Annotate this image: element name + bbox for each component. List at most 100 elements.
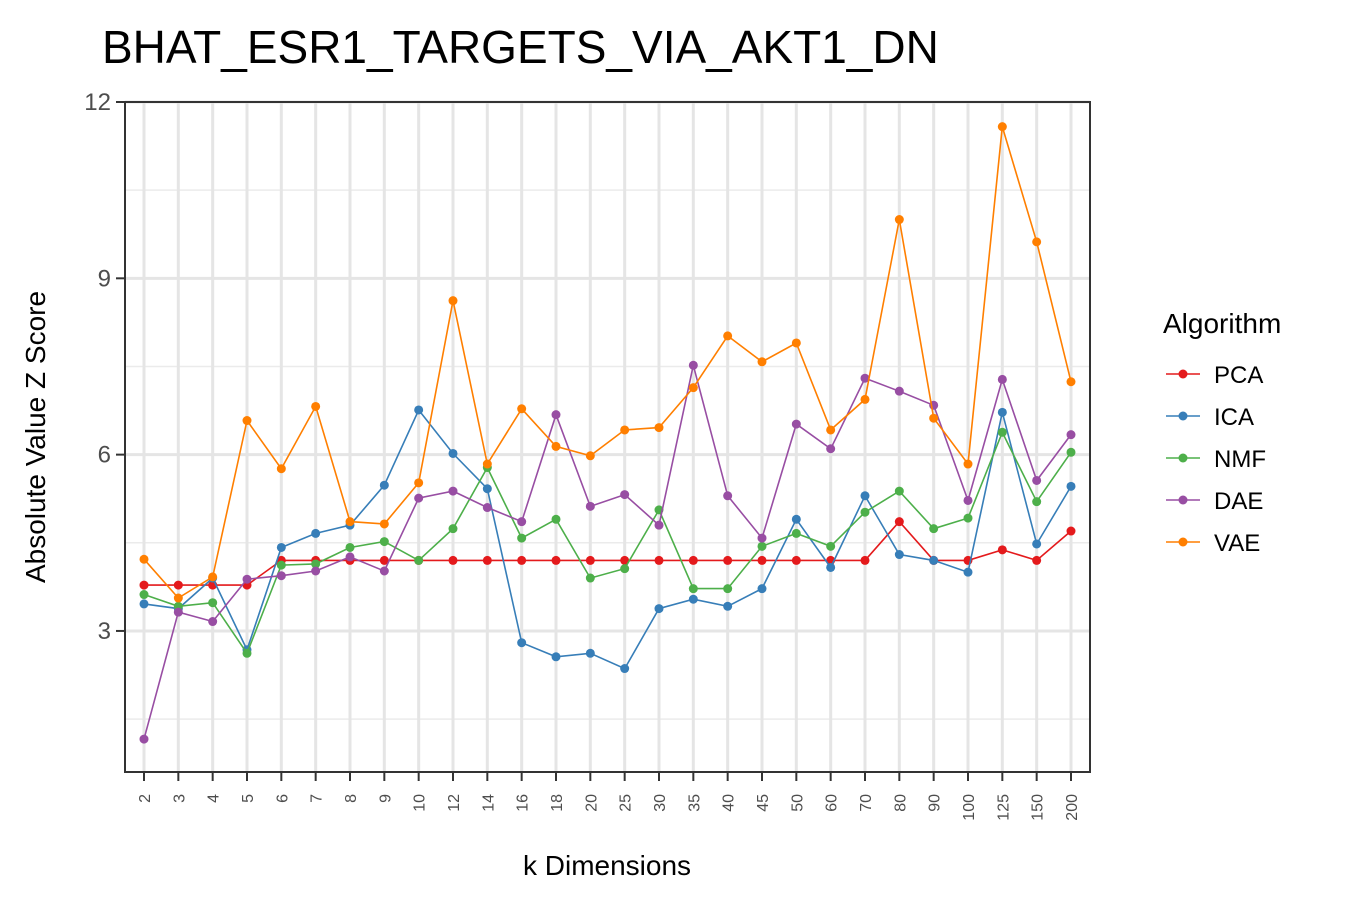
x-tick-label: 6 xyxy=(274,794,291,803)
data-point-pca xyxy=(173,580,183,590)
data-point-vae xyxy=(929,413,939,423)
series-layer xyxy=(139,122,1076,744)
data-point-ica xyxy=(1066,481,1076,491)
data-point-pca xyxy=(551,555,561,565)
series-line-vae xyxy=(143,126,1072,600)
data-point-dae xyxy=(894,386,904,396)
data-point-pca xyxy=(620,555,630,565)
x-tick-label: 35 xyxy=(686,794,703,812)
data-point-dae xyxy=(757,533,767,543)
legend-marker xyxy=(1178,453,1188,463)
data-point-ica xyxy=(654,604,664,614)
data-point-dae xyxy=(345,552,355,562)
x-tick-label: 80 xyxy=(892,794,909,812)
data-point-vae xyxy=(997,122,1007,132)
x-tick-label: 200 xyxy=(1064,794,1081,821)
data-point-pca xyxy=(757,555,767,565)
legend-label: DAE xyxy=(1214,488,1263,515)
data-point-pca xyxy=(139,580,149,590)
x-tick-label: 50 xyxy=(789,794,806,812)
data-point-vae xyxy=(826,425,836,435)
data-point-ica xyxy=(482,484,492,494)
x-tick-label: 90 xyxy=(927,794,944,812)
legend-item-pca: PCA xyxy=(1166,362,1263,389)
plot-border xyxy=(124,101,1091,773)
data-point-nmf xyxy=(1066,447,1076,457)
data-point-dae xyxy=(1032,475,1042,485)
data-point-ica xyxy=(894,550,904,560)
legend-label: NMF xyxy=(1214,446,1266,473)
data-point-dae xyxy=(1066,430,1076,440)
data-point-vae xyxy=(139,554,149,564)
data-point-ica xyxy=(517,638,527,648)
legend-item-dae: DAE xyxy=(1166,488,1263,515)
data-point-dae xyxy=(997,374,1007,384)
data-point-pca xyxy=(997,545,1007,555)
x-tick-label: 40 xyxy=(721,794,738,812)
data-point-ica xyxy=(585,648,595,658)
x-tick-label: 70 xyxy=(858,794,875,812)
data-point-dae xyxy=(139,734,149,744)
data-point-ica xyxy=(1032,539,1042,549)
y-tick-label: 9 xyxy=(98,265,111,292)
data-point-vae xyxy=(963,459,973,469)
data-point-pca xyxy=(1032,555,1042,565)
data-point-dae xyxy=(826,444,836,454)
data-point-nmf xyxy=(276,560,286,570)
data-point-nmf xyxy=(448,524,458,534)
data-point-vae xyxy=(860,394,870,404)
data-point-nmf xyxy=(208,598,218,608)
data-point-nmf xyxy=(997,427,1007,437)
legend-marker xyxy=(1178,411,1188,421)
series-dae xyxy=(139,360,1076,744)
data-point-ica xyxy=(414,405,424,415)
data-point-vae xyxy=(311,401,321,411)
data-point-dae xyxy=(723,491,733,501)
data-point-ica xyxy=(791,514,801,524)
y-axis-label: Absolute Value Z Score xyxy=(20,291,51,583)
data-point-ica xyxy=(929,555,939,565)
data-point-nmf xyxy=(723,584,733,594)
x-axis-label: k Dimensions xyxy=(523,850,691,881)
data-point-pca xyxy=(688,555,698,565)
data-point-dae xyxy=(517,517,527,527)
series-line-pca xyxy=(144,520,1072,586)
data-point-dae xyxy=(482,503,492,513)
data-point-nmf xyxy=(379,537,389,547)
data-point-ica xyxy=(997,407,1007,417)
data-point-pca xyxy=(791,555,801,565)
data-point-ica xyxy=(757,584,767,594)
data-point-nmf xyxy=(929,524,939,534)
data-point-dae xyxy=(963,495,973,505)
data-point-vae xyxy=(173,593,183,603)
data-point-ica xyxy=(723,601,733,611)
data-point-dae xyxy=(379,566,389,576)
series-nmf xyxy=(139,427,1076,658)
data-point-vae xyxy=(1032,237,1042,247)
data-point-ica xyxy=(620,664,630,674)
x-tick-label: 16 xyxy=(515,794,532,812)
data-point-dae xyxy=(208,617,218,627)
x-tick-label: 100 xyxy=(961,794,978,821)
data-point-vae xyxy=(585,451,595,461)
data-point-nmf xyxy=(963,513,973,523)
grid xyxy=(125,100,1090,772)
data-point-dae xyxy=(860,373,870,383)
data-point-vae xyxy=(379,519,389,529)
data-point-nmf xyxy=(1032,497,1042,507)
legend-label: ICA xyxy=(1214,404,1254,431)
x-tick-label: 8 xyxy=(343,794,360,803)
legend-item-ica: ICA xyxy=(1166,404,1254,431)
data-point-nmf xyxy=(311,559,321,569)
legend-item-vae: VAE xyxy=(1166,530,1260,557)
x-tick-label: 5 xyxy=(240,794,257,803)
data-point-pca xyxy=(585,555,595,565)
data-point-pca xyxy=(482,555,492,565)
x-tick-label: 9 xyxy=(377,794,394,803)
y-tick-label: 3 xyxy=(98,618,111,645)
data-point-nmf xyxy=(551,514,561,524)
data-point-nmf xyxy=(414,555,424,565)
data-point-ica xyxy=(311,528,321,538)
data-point-ica xyxy=(448,448,458,458)
